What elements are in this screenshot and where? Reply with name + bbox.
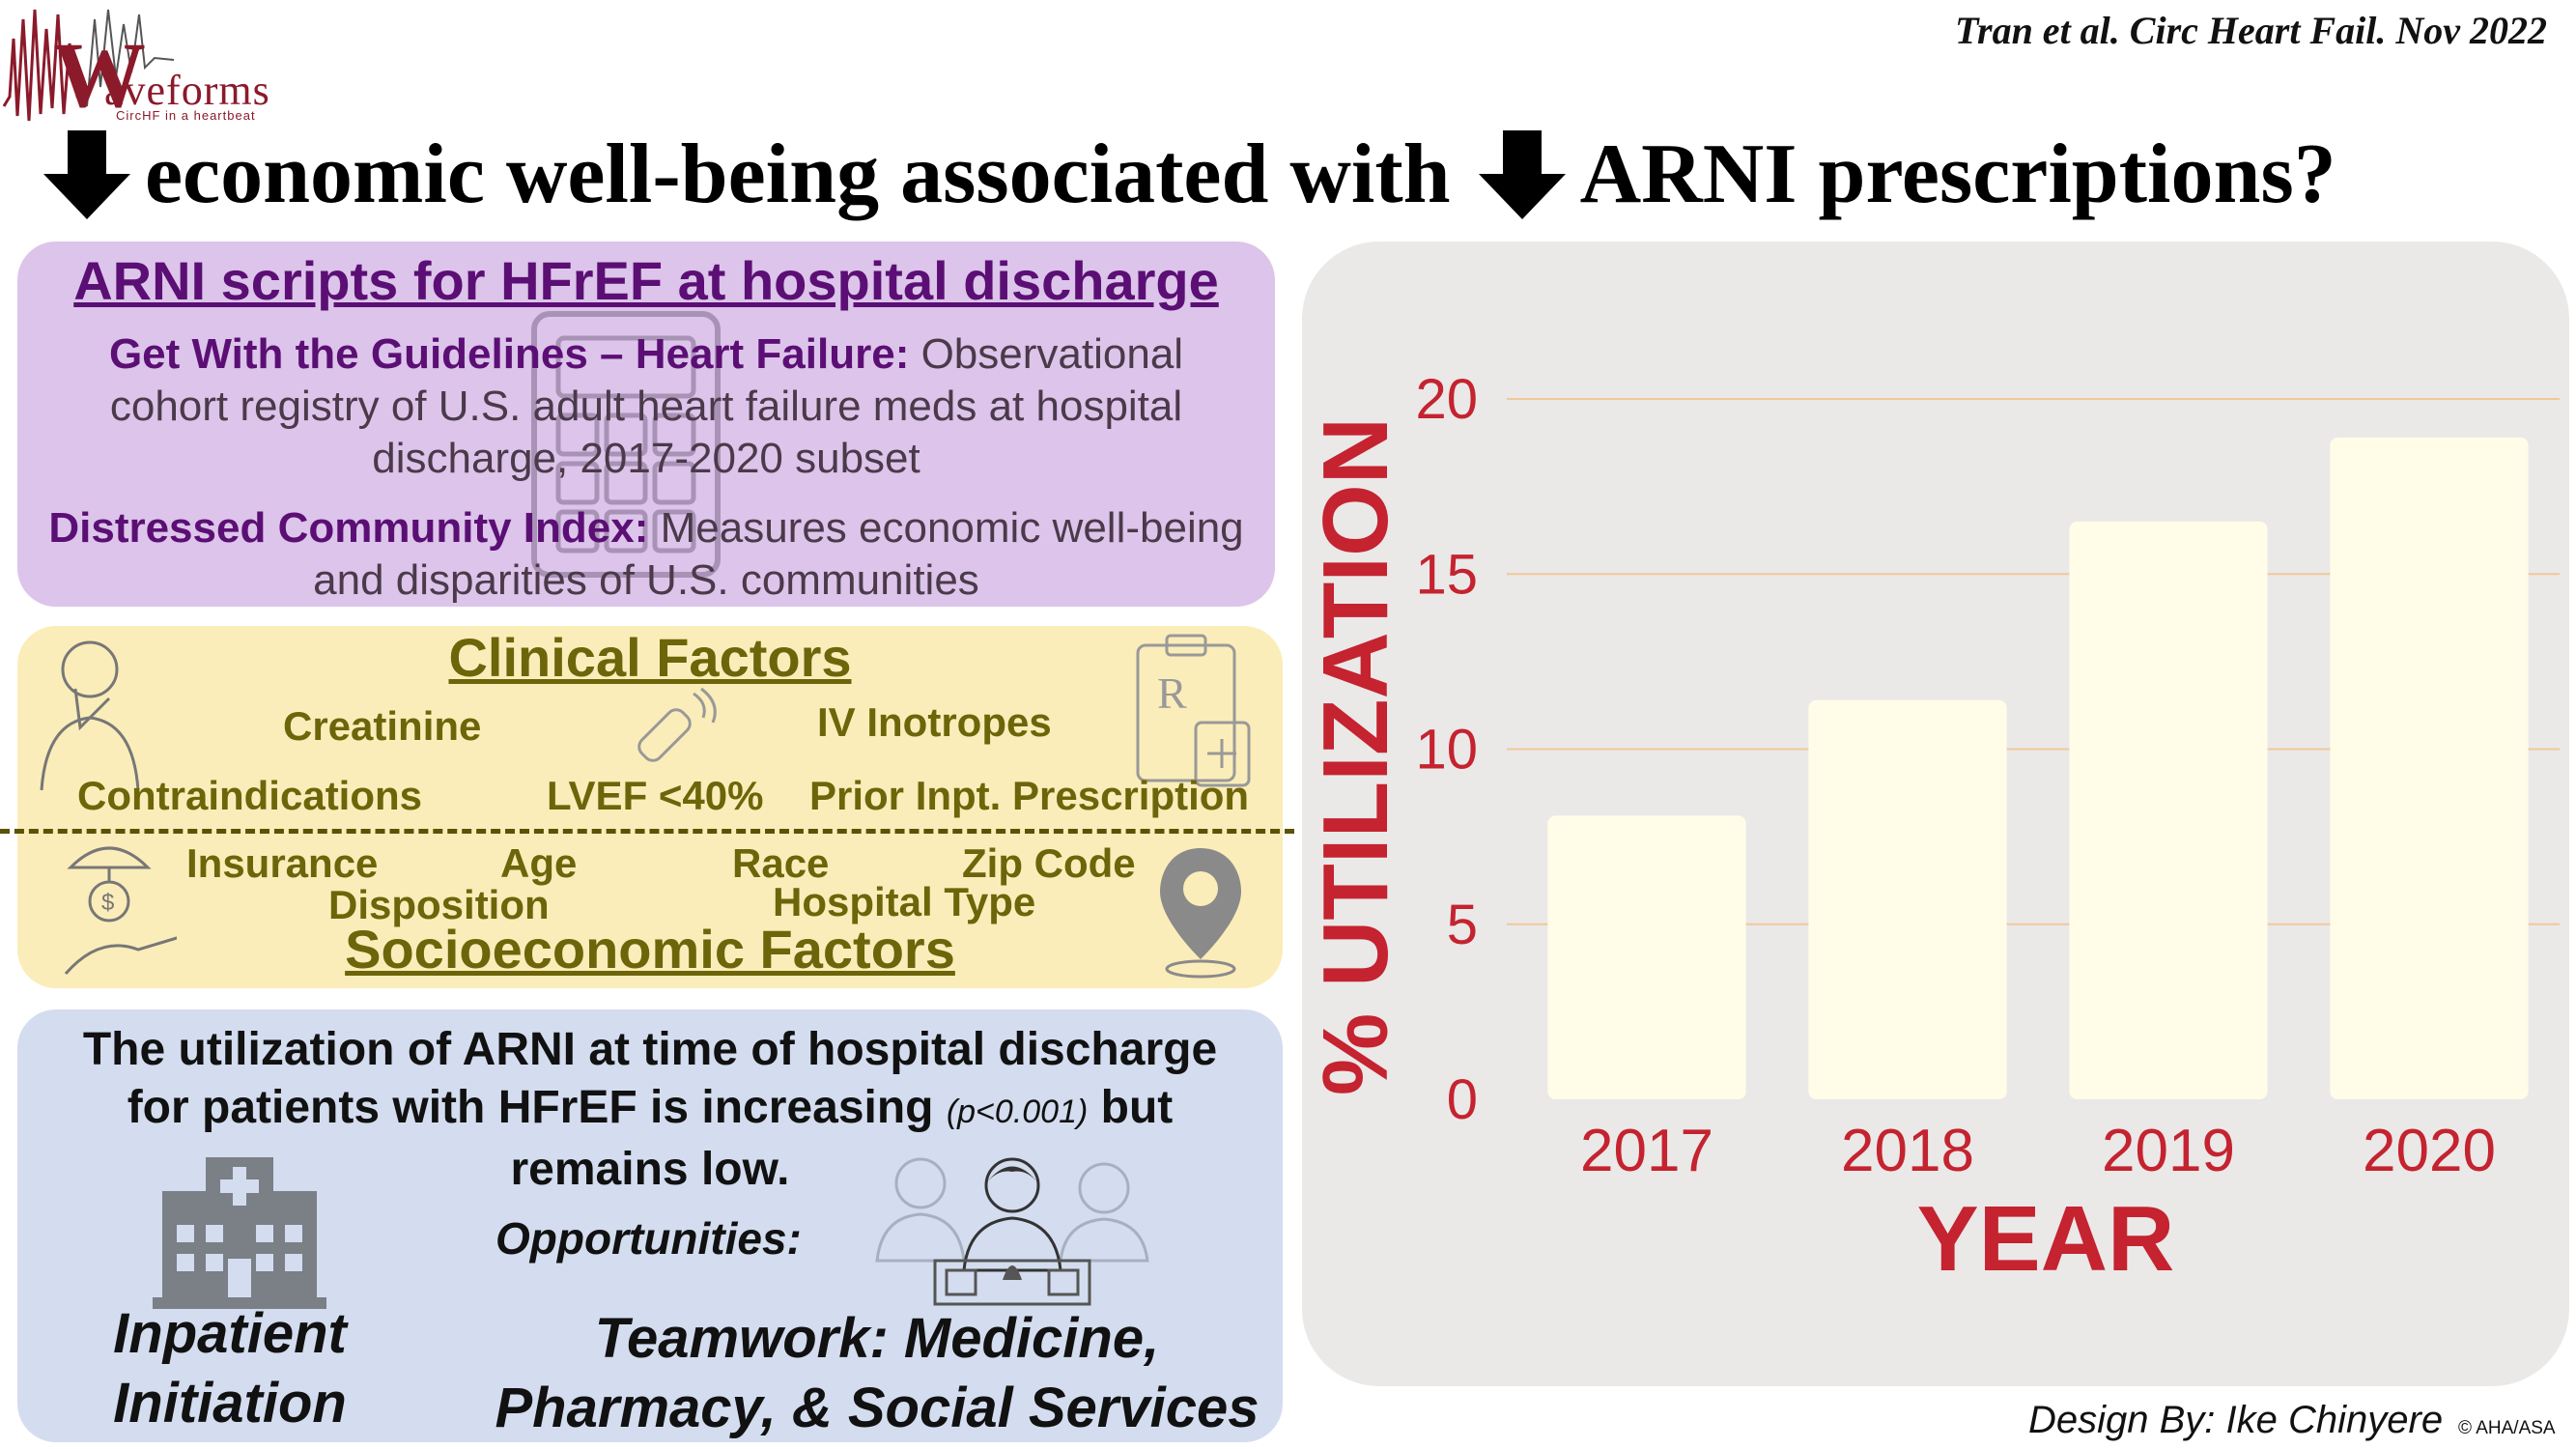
y-axis-label: % UTILIZATION xyxy=(1304,417,1407,1095)
pain-patient-icon xyxy=(40,640,140,791)
down-arrow-icon xyxy=(1474,126,1571,222)
gwtg-label: Get With the Guidelines – Heart Failure: xyxy=(108,330,910,378)
conclusion-part-b: but remains low. xyxy=(510,1082,1174,1195)
conclusion-part-a: The utilization of ARNI at time of hospi… xyxy=(82,1024,1218,1133)
bar xyxy=(2330,437,2529,1099)
insurance-hand-icon: $ xyxy=(64,846,177,975)
logo-tagline: CircHF in a heartbeat xyxy=(116,108,256,123)
p-value: (p<0.001) xyxy=(946,1094,1089,1130)
factor-contraindications: Contraindications xyxy=(77,773,423,818)
conclusion-panel: The utilization of ARNI at time of hospi… xyxy=(17,1009,1283,1442)
dci-description: Distressed Community Index: Measures eco… xyxy=(37,502,1256,607)
study-title: ARNI scripts for HFrEF at hospital disch… xyxy=(73,250,1219,311)
study-panel: ARNI scripts for HFrEF at hospital disch… xyxy=(17,242,1275,607)
thermometer-icon xyxy=(637,687,717,762)
headline-part1: economic well-being associated with xyxy=(145,127,1451,221)
chart-panel: 0 5 10 15 20 2017 2018 2019 2020 YEAR % UTILIZATIO… xyxy=(1302,242,2569,1386)
bar xyxy=(1808,699,2007,1099)
y-tick-label: 0 xyxy=(1447,1068,1478,1131)
factor-prior-prescription: Prior Inpt. Prescription xyxy=(809,773,1250,818)
copyright: © AHA/ASA xyxy=(2458,1418,2556,1438)
factor-lvef: LVEF <40% xyxy=(547,773,764,818)
headline-part2: ARNI prescriptions? xyxy=(1579,127,2336,221)
waveforms-logo: W xyxy=(0,0,299,127)
inpatient-initiation: Inpatient Initiation xyxy=(113,1302,347,1435)
calculator-icon xyxy=(531,311,721,578)
hospital-icon xyxy=(153,1157,326,1309)
location-pin-icon xyxy=(1160,848,1241,979)
gwtg-description: Get With the Guidelines – Heart Failure:… xyxy=(75,328,1217,485)
factors-panel: R $ Clinical Factors Creatinine IV Inotr… xyxy=(0,626,1294,988)
factor-divider xyxy=(0,829,1294,834)
prescription-icon: R xyxy=(1136,634,1251,787)
factor-race: Race xyxy=(732,840,830,886)
dci-label: Distressed Community Index: xyxy=(48,504,649,552)
svg-text:W: W xyxy=(53,23,146,126)
teamwork-text: Teamwork: Medicine, Pharmacy, & Social S… xyxy=(495,1307,1260,1439)
care-team-icon xyxy=(875,1157,1149,1306)
bar-chart: 0 5 10 15 20 2017 2018 2019 2020 YEAR % UTILIZATIO… xyxy=(1304,368,2560,1291)
gwtg-text: Observational cohort registry of U.S. ad… xyxy=(109,330,1184,482)
headline: economic well-being associated with ARNI… xyxy=(39,116,2569,232)
design-credit: Design By: Ike Chinyere xyxy=(2028,1399,2444,1441)
factor-creatinine: Creatinine xyxy=(283,703,482,749)
factor-disposition: Disposition xyxy=(328,882,550,927)
down-arrow-icon xyxy=(39,126,135,222)
factor-insurance: Insurance xyxy=(186,840,379,886)
opportunities-label: Opportunities: xyxy=(495,1213,802,1264)
factor-hospital-type: Hospital Type xyxy=(773,879,1036,924)
logo-word: aveforms xyxy=(104,67,270,114)
socioeconomic-factors-title: Socioeconomic Factors xyxy=(345,919,955,980)
factor-zip-code: Zip Code xyxy=(962,840,1136,886)
dci-text: Measures economic well-being and dispari… xyxy=(313,504,1244,604)
y-tick-label: 15 xyxy=(1415,543,1478,606)
ecg-waveform-icon: W xyxy=(2,9,175,127)
x-tick-label: 2017 xyxy=(1580,1118,1713,1184)
x-tick-label: 2018 xyxy=(1841,1118,1974,1184)
x-axis-label: YEAR xyxy=(1917,1187,2175,1291)
conclusion-text: The utilization of ARNI at time of hospi… xyxy=(56,1021,1244,1199)
factor-age: Age xyxy=(500,840,578,886)
bar xyxy=(2069,521,2268,1099)
bar xyxy=(1547,815,1746,1099)
x-tick-label: 2020 xyxy=(2363,1118,2496,1184)
citation: Tran et al. Circ Heart Fail. Nov 2022 xyxy=(1955,9,2547,52)
y-tick-label: 20 xyxy=(1415,368,1478,431)
factor-iv-inotropes: IV Inotropes xyxy=(817,699,1052,745)
svg-text:$: $ xyxy=(101,890,114,916)
x-tick-label: 2019 xyxy=(2102,1118,2235,1184)
svg-text:R: R xyxy=(1157,668,1187,718)
clinical-factors-title: Clinical Factors xyxy=(448,627,852,688)
y-tick-label: 5 xyxy=(1447,894,1478,956)
y-tick-label: 10 xyxy=(1415,719,1478,781)
